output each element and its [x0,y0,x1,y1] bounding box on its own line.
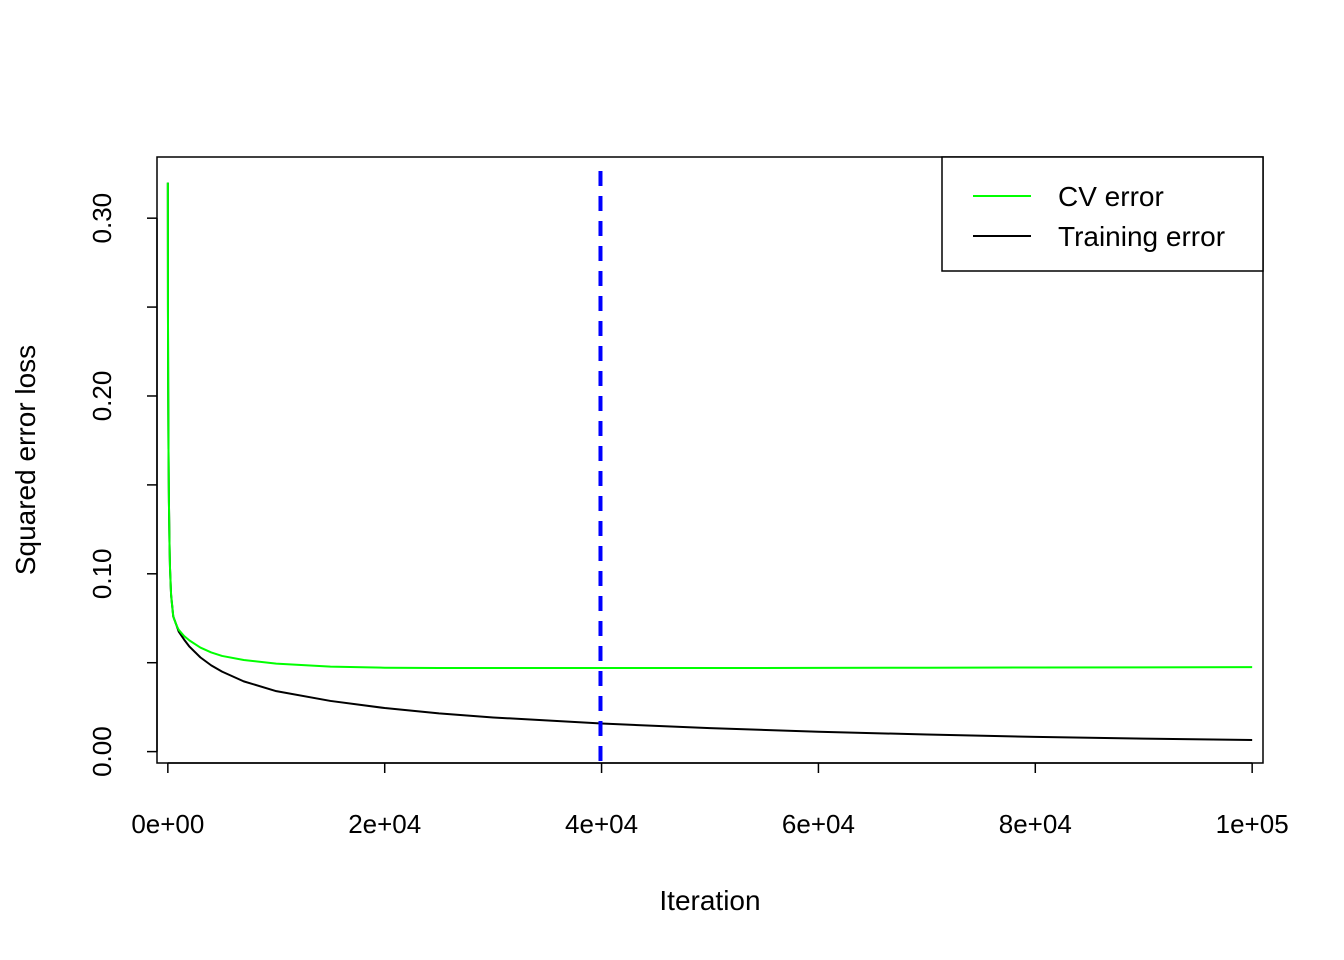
y-axis: 0.00 0.10 0.20 0.30 [87,193,158,777]
legend-label: CV error [1058,181,1164,212]
y-tick-label: 0.30 [87,193,117,244]
x-tick-label: 6e+04 [782,809,855,839]
y-tick-label: 0.10 [87,548,117,599]
y-axis-title: Squared error loss [10,345,41,575]
x-tick-label: 2e+04 [348,809,421,839]
legend: CV error Training error [941,156,1264,272]
legend-box [941,156,1264,272]
x-tick-label: 1e+05 [1216,809,1289,839]
y-tick-label: 0.20 [87,371,117,422]
legend-label: Training error [1058,221,1225,252]
x-axis-title: Iteration [659,885,760,916]
x-axis: 0e+00 2e+04 4e+04 6e+04 8e+04 1e+05 [131,762,1289,839]
plot-area [166,171,1253,763]
x-tick-label: 8e+04 [999,809,1072,839]
series-line-cv-error [166,182,1253,670]
y-tick-label: 0.00 [87,726,117,777]
x-tick-label: 0e+00 [131,809,204,839]
x-tick-label: 4e+04 [565,809,638,839]
